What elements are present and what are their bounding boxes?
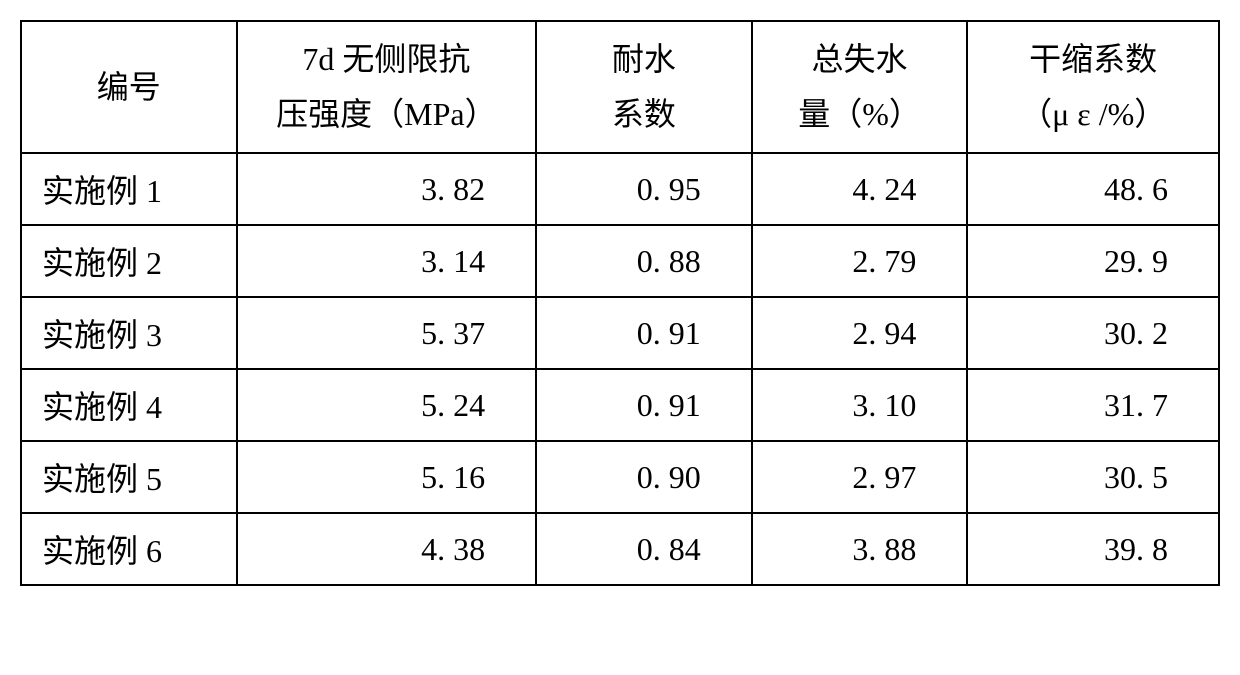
- header-strength-text: 7d 无侧限抗 压强度（MPa）: [246, 34, 528, 140]
- header-water-coef-text: 耐水 系数: [545, 34, 743, 140]
- table-row: 实施例 1 3. 82 0. 95 4. 24 48. 6: [21, 153, 1219, 225]
- cell-strength: 5. 16: [237, 441, 537, 513]
- cell-shrink-coef: 29. 9: [967, 225, 1219, 297]
- header-loss-line1: 总失水: [812, 34, 908, 85]
- header-strength: 7d 无侧限抗 压强度（MPa）: [237, 21, 537, 153]
- cell-label: 实施例 2: [21, 225, 237, 297]
- cell-label: 实施例 3: [21, 297, 237, 369]
- table-header-row: 编号 7d 无侧限抗 压强度（MPa） 耐水 系数: [21, 21, 1219, 153]
- header-shrink-coef-text: 干缩系数 （μ ε /%）: [976, 34, 1210, 140]
- table-header: 编号 7d 无侧限抗 压强度（MPa） 耐水 系数: [21, 21, 1219, 153]
- table-row: 实施例 5 5. 16 0. 90 2. 97 30. 5: [21, 441, 1219, 513]
- cell-water-coef: 0. 88: [536, 225, 752, 297]
- cell-water-coef: 0. 91: [536, 369, 752, 441]
- table-row: 实施例 2 3. 14 0. 88 2. 79 29. 9: [21, 225, 1219, 297]
- cell-water-loss: 2. 79: [752, 225, 968, 297]
- header-label-text: 编号: [30, 62, 228, 113]
- cell-water-loss: 2. 94: [752, 297, 968, 369]
- cell-water-loss: 4. 24: [752, 153, 968, 225]
- data-table-container: 编号 7d 无侧限抗 压强度（MPa） 耐水 系数: [20, 20, 1220, 586]
- header-shrink-line1: 干缩系数: [1029, 34, 1157, 85]
- header-strength-line2: 压强度（MPa）: [276, 89, 496, 140]
- cell-water-coef: 0. 84: [536, 513, 752, 585]
- cell-shrink-coef: 30. 5: [967, 441, 1219, 513]
- cell-label: 实施例 4: [21, 369, 237, 441]
- cell-water-loss: 3. 10: [752, 369, 968, 441]
- cell-shrink-coef: 30. 2: [967, 297, 1219, 369]
- table-row: 实施例 3 5. 37 0. 91 2. 94 30. 2: [21, 297, 1219, 369]
- cell-strength: 5. 37: [237, 297, 537, 369]
- cell-label: 实施例 5: [21, 441, 237, 513]
- cell-strength: 4. 38: [237, 513, 537, 585]
- header-shrink-coef: 干缩系数 （μ ε /%）: [967, 21, 1219, 153]
- cell-shrink-coef: 48. 6: [967, 153, 1219, 225]
- cell-water-coef: 0. 90: [536, 441, 752, 513]
- header-water-line2: 系数: [612, 89, 676, 140]
- header-water-line1: 耐水: [612, 34, 676, 85]
- cell-strength: 3. 14: [237, 225, 537, 297]
- header-label: 编号: [21, 21, 237, 153]
- cell-label: 实施例 1: [21, 153, 237, 225]
- cell-shrink-coef: 39. 8: [967, 513, 1219, 585]
- header-label-line1: 编号: [97, 62, 161, 113]
- cell-water-loss: 2. 97: [752, 441, 968, 513]
- cell-water-coef: 0. 91: [536, 297, 752, 369]
- cell-water-loss: 3. 88: [752, 513, 968, 585]
- header-water-loss-text: 总失水 量（%）: [761, 34, 959, 140]
- table-row: 实施例 6 4. 38 0. 84 3. 88 39. 8: [21, 513, 1219, 585]
- cell-label: 实施例 6: [21, 513, 237, 585]
- table-row: 实施例 4 5. 24 0. 91 3. 10 31. 7: [21, 369, 1219, 441]
- header-loss-line2: 量（%）: [798, 89, 921, 140]
- header-strength-line1: 7d 无侧限抗: [302, 34, 470, 85]
- cell-water-coef: 0. 95: [536, 153, 752, 225]
- data-table: 编号 7d 无侧限抗 压强度（MPa） 耐水 系数: [20, 20, 1220, 586]
- header-water-coef: 耐水 系数: [536, 21, 752, 153]
- cell-strength: 3. 82: [237, 153, 537, 225]
- cell-strength: 5. 24: [237, 369, 537, 441]
- table-body: 实施例 1 3. 82 0. 95 4. 24 48. 6 实施例 2 3. 1…: [21, 153, 1219, 585]
- header-shrink-line2: （μ ε /%）: [1020, 89, 1166, 140]
- cell-shrink-coef: 31. 7: [967, 369, 1219, 441]
- header-water-loss: 总失水 量（%）: [752, 21, 968, 153]
